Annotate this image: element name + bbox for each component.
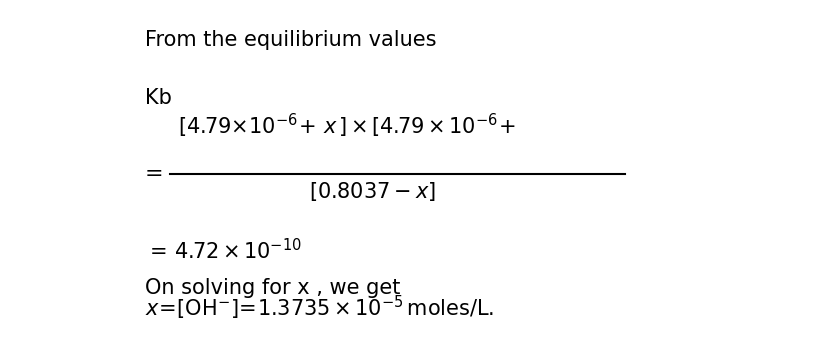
Text: $x\!=\![\mathrm{OH}^{-}]\!=\!1.3735\,{\times}\,10^{-5}\,\mathrm{moles/L.}$: $x\!=\![\mathrm{OH}^{-}]\!=\!1.3735\,{\t… [145, 294, 494, 322]
Text: $[0.8037-x]$: $[0.8037-x]$ [308, 180, 436, 203]
Text: On solving for x , we get: On solving for x , we get [145, 278, 399, 298]
Text: Kb: Kb [145, 88, 171, 108]
Text: $=\,4.72\,{\times}\,10^{-10}$: $=\,4.72\,{\times}\,10^{-10}$ [145, 238, 301, 263]
Text: From the equilibrium values: From the equilibrium values [145, 30, 436, 50]
Text: $[4.79{\times}10^{-6}\!+\,x\,]\,{\times}\,[4.79\,{\times}\,10^{-6}\!+$: $[4.79{\times}10^{-6}\!+\,x\,]\,{\times}… [178, 112, 515, 140]
Text: =: = [145, 163, 163, 184]
